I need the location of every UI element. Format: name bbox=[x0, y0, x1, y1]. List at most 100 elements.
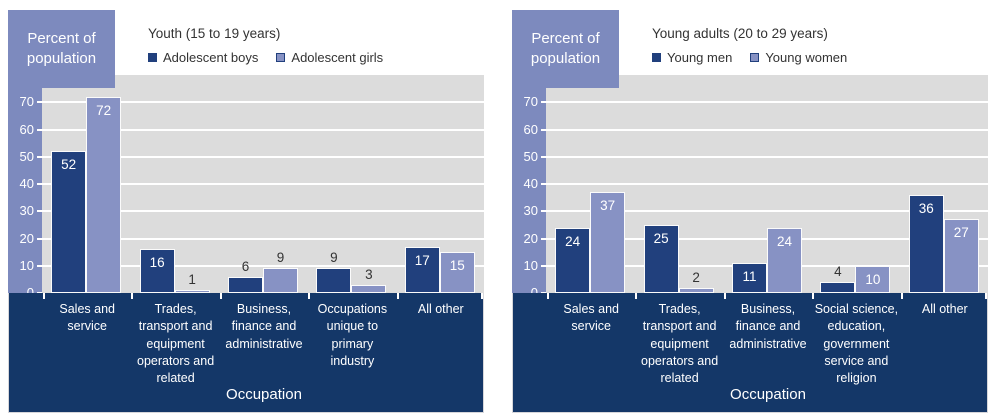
bar-adolescent-boys bbox=[316, 268, 352, 293]
x-axis-tick bbox=[308, 293, 311, 299]
legend-label: Young women bbox=[765, 50, 848, 65]
x-axis-title: Occupation bbox=[226, 386, 302, 403]
y-axis-title-box: Percent of population bbox=[512, 10, 619, 88]
legend-swatch-icon bbox=[276, 53, 286, 62]
x-axis-band: Occupation Sales and service Trades, tran… bbox=[8, 293, 484, 413]
bar-value-label: 37 bbox=[600, 198, 616, 214]
bar-value-label: 24 bbox=[776, 233, 793, 249]
x-category-label: Trades, transport and equipment operator… bbox=[137, 302, 215, 385]
x-axis-tick bbox=[43, 293, 45, 299]
legend-swatch-icon bbox=[652, 53, 661, 62]
y-tick bbox=[541, 101, 546, 104]
bar-young-men bbox=[908, 194, 944, 293]
bar-adolescent-boys bbox=[51, 151, 87, 293]
x-axis-tick bbox=[131, 293, 134, 299]
bar-adolescent-boys bbox=[228, 276, 263, 293]
x-category-label: Business, finance and administrative bbox=[729, 302, 807, 351]
x-axis-tick bbox=[481, 293, 483, 299]
bar-value-label: 27 bbox=[953, 225, 969, 241]
bar-young-women bbox=[590, 192, 626, 293]
x-axis-band: Occupation Sales and service Trades, tran… bbox=[512, 293, 988, 413]
y-tick bbox=[37, 155, 42, 158]
y-tick-label: 50 bbox=[523, 148, 538, 164]
gridline bbox=[546, 183, 988, 185]
bar-adolescent-girls bbox=[351, 284, 387, 293]
bar-value-label: 24 bbox=[565, 233, 581, 249]
y-tick bbox=[37, 264, 42, 267]
bar-value-label: 1 bbox=[188, 272, 196, 288]
y-tick-label: 60 bbox=[19, 121, 34, 137]
y-tick bbox=[37, 183, 42, 185]
bar-adolescent-girls bbox=[86, 96, 122, 293]
bar-value-label: 9 bbox=[276, 250, 285, 266]
bar-young-women bbox=[767, 227, 802, 293]
legend-swatch-icon bbox=[148, 53, 157, 62]
y-tick-label: 70 bbox=[523, 94, 538, 110]
chart-title: Young adults (20 to 29 years) bbox=[652, 26, 828, 41]
bar-young-women bbox=[855, 265, 891, 293]
bar-young-men bbox=[643, 224, 679, 293]
x-category-label: Sales and service bbox=[59, 302, 115, 334]
y-tick bbox=[37, 128, 42, 131]
bar-value-label: 52 bbox=[61, 157, 77, 173]
bar-value-label: 25 bbox=[653, 230, 669, 246]
y-tick bbox=[37, 101, 42, 104]
x-axis-tick bbox=[723, 293, 726, 299]
y-tick-label: 10 bbox=[19, 257, 34, 273]
legend-label: Young men bbox=[667, 50, 733, 65]
x-category-label: All other bbox=[921, 302, 968, 316]
chart-card-young-adults: Percent of population 01020304050607080 … bbox=[512, 8, 988, 413]
legend-item: Adolescent boys bbox=[148, 50, 258, 65]
gridline bbox=[42, 128, 484, 131]
x-category-label: All other bbox=[417, 302, 464, 316]
bar-adolescent-girls bbox=[263, 268, 298, 293]
y-tick bbox=[541, 264, 546, 267]
gridline bbox=[546, 155, 988, 158]
gridline bbox=[546, 128, 988, 131]
y-tick bbox=[541, 155, 546, 158]
legend-swatch-icon bbox=[750, 53, 760, 62]
bar-adolescent-boys bbox=[139, 249, 175, 293]
legend-label: Adolescent girls bbox=[291, 50, 384, 65]
bar-value-label: 36 bbox=[918, 200, 934, 216]
x-axis-tick bbox=[396, 293, 399, 299]
bar-value-label: 10 bbox=[865, 271, 881, 287]
y-tick-label: 30 bbox=[523, 203, 538, 219]
bar-young-men bbox=[732, 263, 767, 293]
bar-young-women bbox=[678, 287, 714, 293]
bar-value-label: 15 bbox=[449, 258, 465, 274]
gridline bbox=[42, 155, 484, 158]
x-axis-tick bbox=[635, 293, 638, 299]
y-tick bbox=[541, 210, 546, 213]
bar-young-men bbox=[555, 227, 591, 293]
gridline bbox=[42, 101, 484, 104]
plot-area: 52 16 6 9 17 72 1 9 3 15 bbox=[42, 75, 484, 293]
x-axis-tick bbox=[900, 293, 903, 299]
plot-area: 24 25 11 4 36 37 2 24 10 27 bbox=[546, 75, 988, 293]
chart-title: Youth (15 to 19 years) bbox=[148, 26, 281, 41]
bar-adolescent-girls bbox=[174, 290, 210, 293]
bar-value-label: 6 bbox=[241, 258, 250, 274]
y-tick-label: 0 bbox=[10, 285, 34, 301]
y-tick-label: 40 bbox=[19, 176, 34, 191]
chart-card-youth: Percent of population 01020304050607080 … bbox=[8, 8, 484, 413]
y-tick-label: 60 bbox=[523, 121, 538, 137]
legend-item: Adolescent girls bbox=[276, 50, 383, 65]
y-tick-label: 10 bbox=[523, 257, 538, 273]
x-axis-tick bbox=[219, 293, 222, 299]
bar-adolescent-boys bbox=[404, 246, 440, 293]
y-tick-label: 20 bbox=[19, 230, 34, 246]
x-axis-title: Occupation bbox=[730, 386, 806, 403]
bar-young-men bbox=[820, 282, 856, 293]
legend: Young men Young women bbox=[652, 50, 847, 65]
legend: Adolescent boys Adolescent girls bbox=[148, 50, 383, 65]
x-axis-tick bbox=[812, 293, 815, 299]
gridline bbox=[42, 237, 484, 240]
bar-young-women bbox=[943, 219, 979, 293]
y-tick bbox=[37, 210, 42, 213]
gridline bbox=[42, 264, 484, 267]
y-tick bbox=[541, 128, 546, 131]
x-axis-tick bbox=[547, 293, 549, 299]
y-tick-label: 0 bbox=[514, 285, 538, 301]
legend-label: Adolescent boys bbox=[163, 50, 259, 65]
